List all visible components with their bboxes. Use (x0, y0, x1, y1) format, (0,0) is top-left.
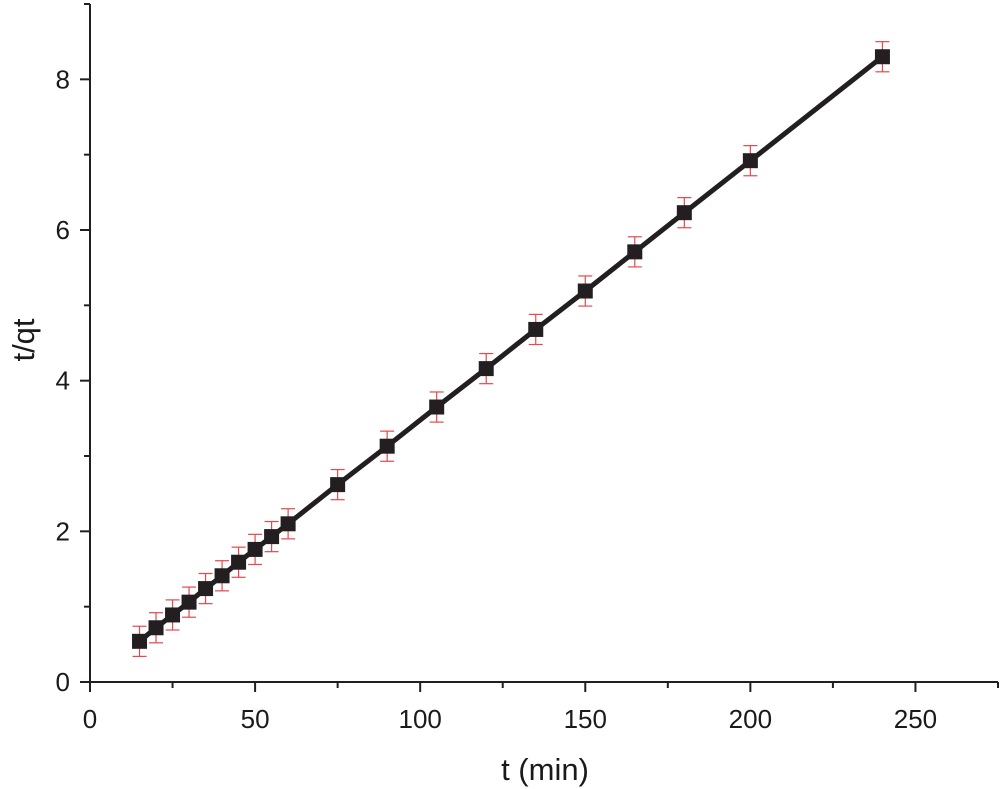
data-point (198, 581, 214, 597)
y-tick-label: 6 (56, 215, 70, 245)
data-point (874, 49, 890, 65)
tick-marks (80, 3, 999, 692)
data-point (429, 399, 445, 415)
y-tick-label: 8 (56, 64, 70, 94)
x-axis-title: t (min) (501, 752, 589, 787)
y-tick-label: 0 (56, 667, 70, 697)
data-point (742, 153, 758, 169)
y-axis-title: t/qt (6, 318, 41, 361)
y-tick-label: 2 (56, 516, 70, 546)
x-tick-label: 250 (894, 704, 937, 734)
data-point (478, 361, 494, 377)
data-point (181, 594, 197, 610)
data-point (676, 205, 692, 221)
data-point (165, 607, 181, 623)
data-point (247, 541, 263, 557)
tick-labels: 0 50 100 150 200 250 0 2 4 6 8 (56, 64, 938, 734)
x-tick-label: 0 (83, 704, 97, 734)
x-tick-label: 150 (564, 704, 607, 734)
x-tick-label: 50 (241, 704, 270, 734)
data-point (627, 244, 643, 260)
x-tick-label: 100 (398, 704, 441, 734)
data-point (231, 554, 247, 570)
data-point (379, 438, 395, 454)
data-point (577, 283, 593, 299)
data-point (148, 620, 164, 636)
x-tick-label: 200 (729, 704, 772, 734)
data-point (330, 477, 346, 493)
data-point (132, 633, 148, 649)
y-tick-label: 4 (56, 366, 70, 396)
data-point (214, 568, 230, 584)
axes (89, 4, 998, 683)
data-point (528, 321, 544, 337)
data-point (280, 516, 296, 532)
data-point (264, 529, 280, 545)
plot-area (132, 41, 890, 657)
